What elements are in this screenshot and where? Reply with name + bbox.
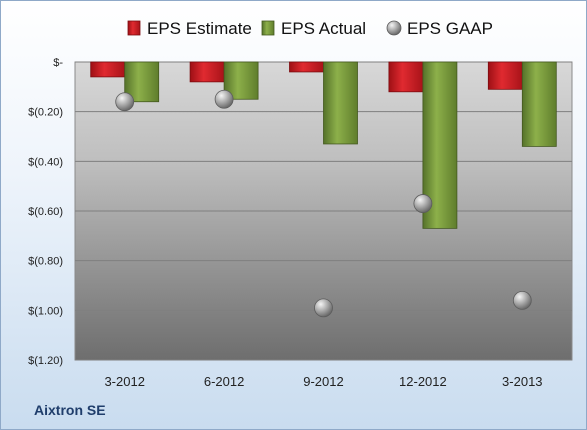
y-tick-label: $(1.20)	[28, 355, 63, 367]
estimate-bar	[388, 61, 424, 93]
estimate-bar	[189, 61, 225, 83]
gaap-point	[314, 298, 333, 318]
y-tick-label: $(0.60)	[28, 206, 63, 218]
gaap-point	[214, 89, 234, 109]
legend: EPS Estimate EPS Actual EPS GAAP	[127, 19, 493, 38]
company-name: Aixtron SE	[34, 402, 106, 418]
legend-swatch	[261, 20, 275, 36]
y-tick-label: $(0.80)	[28, 256, 63, 268]
legend-label: EPS Estimate	[147, 19, 252, 38]
y-tick-label: $(0.20)	[28, 107, 63, 119]
y-tick-label: $-	[53, 57, 63, 69]
legend-estimate: EPS Estimate	[127, 19, 252, 38]
gaap-points	[115, 89, 532, 318]
legend-label: EPS GAAP	[407, 19, 493, 38]
legend-swatch	[386, 20, 402, 36]
x-tick-label: 9-2012	[303, 374, 343, 389]
actual-bar	[521, 61, 557, 147]
x-tick-label: 3-2012	[104, 374, 144, 389]
estimate-bar	[90, 61, 126, 78]
actual-bar	[323, 61, 358, 145]
gaap-point	[413, 194, 433, 213]
gaap-point	[512, 290, 532, 310]
estimate-bar	[289, 61, 324, 73]
estimate-bar	[487, 61, 523, 90]
legend-label: EPS Actual	[281, 19, 366, 38]
x-tick-label: 12-2012	[399, 374, 447, 389]
x-tick-label: 6-2012	[204, 374, 244, 389]
x-axis-tick-labels: 3-2012 6-2012 9-2012 12-2012 3-2013	[104, 374, 542, 389]
legend-swatch	[127, 20, 141, 36]
y-tick-label: $(0.40)	[28, 156, 63, 168]
x-tick-label: 3-2013	[502, 374, 542, 389]
gaap-point	[115, 92, 135, 112]
actual-bar	[422, 61, 458, 229]
legend-actual: EPS Actual	[261, 19, 366, 38]
legend-gaap: EPS GAAP	[386, 19, 493, 38]
bars	[90, 61, 557, 229]
y-axis-tick-labels: $- $(0.20) $(0.40) $(0.60) $(0.80) $(1.00) $(1…	[28, 57, 63, 367]
y-tick-label: $(1.00)	[28, 305, 63, 317]
